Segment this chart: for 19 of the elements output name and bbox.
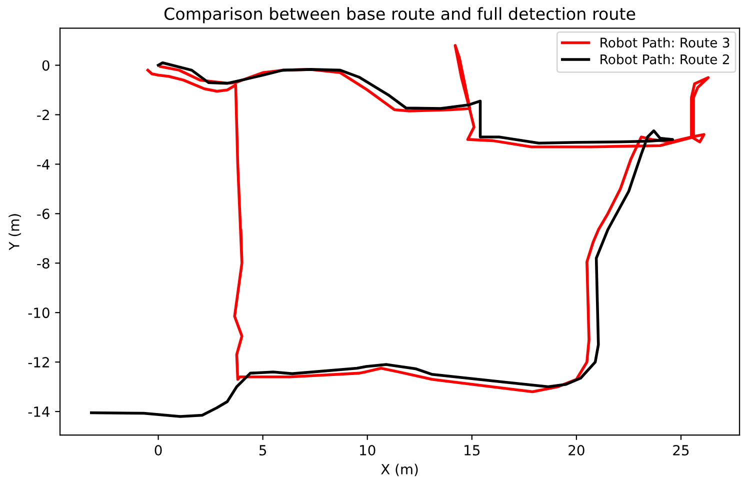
y-tick-label: -2 — [37, 110, 49, 120]
y-tick-label: 0 — [42, 60, 50, 71]
y-tick-label: -8 — [37, 258, 50, 269]
x-tick-label: 5 — [259, 445, 266, 456]
y-tick-label: -10 — [28, 308, 50, 318]
x-tick-label: 20 — [568, 444, 584, 456]
chart-title: Comparison between base route and full detection route — [164, 7, 636, 24]
y-tick-label: -4 — [37, 159, 50, 170]
x-tick-label: 25 — [673, 444, 689, 456]
y-tick-label: -12 — [28, 357, 49, 368]
legend-label: Robot Path: Route 3 — [600, 37, 730, 48]
x-tick-label: 0 — [154, 444, 162, 456]
y-axis-title: Y (m) — [8, 214, 21, 250]
y-tick-label: -6 — [37, 208, 50, 220]
x-tick-label: 15 — [464, 445, 480, 456]
x-axis-title: X (m) — [381, 464, 418, 476]
legend-label: Robot Path: Route 2 — [600, 54, 729, 64]
x-tick-label: 10 — [360, 444, 376, 456]
y-tick-label: -14 — [28, 406, 50, 417]
